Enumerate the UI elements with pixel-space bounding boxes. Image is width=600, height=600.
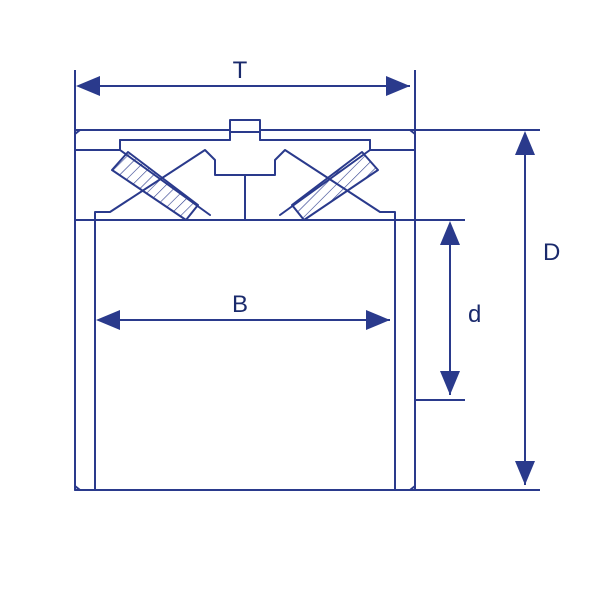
dimension-d	[415, 220, 465, 400]
bearing-diagram: T B d D	[0, 0, 600, 600]
label-B: B	[232, 291, 248, 318]
label-T: T	[233, 57, 248, 84]
label-d: d	[468, 301, 481, 328]
label-D: D	[543, 239, 560, 266]
